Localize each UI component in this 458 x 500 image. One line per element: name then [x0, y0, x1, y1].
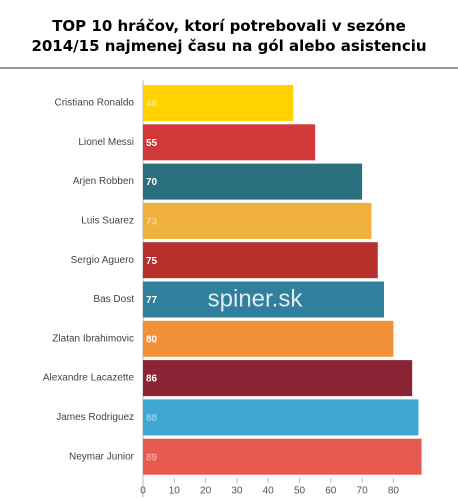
value-label: 86	[146, 374, 158, 385]
x-tick-label: 20	[200, 486, 212, 497]
value-label: 88	[146, 413, 158, 424]
x-tick-label: 50	[294, 486, 306, 497]
bar	[143, 360, 413, 397]
value-label: 55	[146, 138, 158, 149]
value-label: 75	[146, 256, 158, 267]
category-label: Arjen Robben	[73, 176, 134, 187]
x-tick-label: 30	[231, 486, 243, 497]
x-tick-label: 60	[325, 486, 337, 497]
x-tick-label: 10	[169, 486, 181, 497]
bar	[143, 163, 363, 200]
category-label: Bas Dost	[93, 294, 134, 305]
x-tick-label: 40	[263, 486, 275, 497]
value-label: 48	[146, 99, 158, 110]
bar	[143, 124, 316, 161]
x-tick-label: 80	[388, 486, 400, 497]
category-label: Cristiano Ronaldo	[55, 98, 135, 109]
bar	[143, 85, 294, 121]
value-label: 80	[146, 334, 158, 345]
category-label: Luis Suarez	[81, 216, 134, 227]
bar	[143, 399, 419, 436]
value-label: 70	[146, 177, 158, 188]
value-label: 77	[146, 295, 158, 306]
x-tick-label: 0	[140, 486, 146, 497]
bar	[143, 281, 385, 318]
category-label: James Rodriguez	[56, 412, 134, 423]
bar	[143, 320, 394, 357]
value-label: 73	[146, 217, 158, 228]
watermark: spiner.sk	[208, 285, 304, 312]
category-label: Alexandre Lacazette	[43, 373, 135, 384]
x-tick-label: 70	[357, 486, 369, 497]
bar	[143, 202, 372, 239]
category-label: Sergio Aguero	[71, 255, 135, 266]
category-label: Zlatan Ibrahimovic	[52, 333, 134, 344]
bar	[143, 242, 378, 279]
category-label: Neymar Junior	[69, 451, 135, 462]
category-label: Lionel Messi	[78, 137, 134, 148]
value-label: 89	[146, 452, 158, 463]
chart-title-text: TOP 10 hráčov, ktorí potrebovali v sezón…	[31, 17, 426, 55]
bar	[143, 438, 422, 475]
